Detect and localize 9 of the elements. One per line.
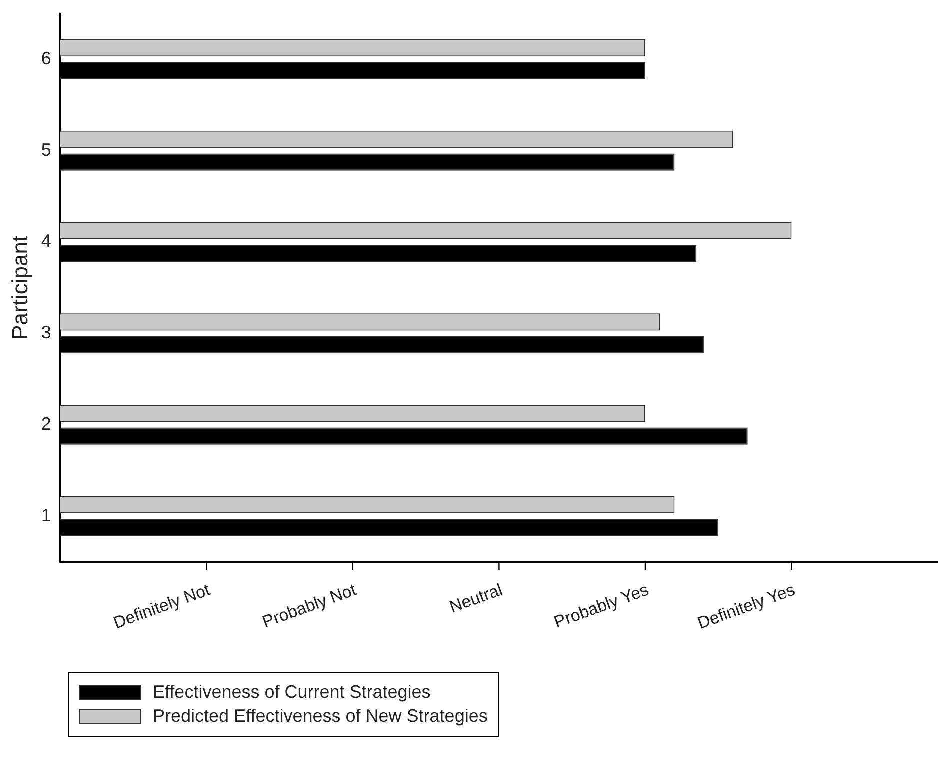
y-tick-label: 1: [41, 505, 52, 526]
y-tick-label: 2: [41, 414, 52, 434]
y-tick-label: 4: [41, 231, 52, 252]
legend-label: Predicted Effectiveness of New Strategies: [153, 706, 488, 727]
y-tick-label: 6: [41, 48, 52, 68]
legend-label: Effectiveness of Current Strategies: [153, 682, 431, 703]
y-axis-title: Participant: [7, 236, 32, 340]
y-tick-label: 3: [41, 322, 52, 343]
y-tick-label: 5: [41, 140, 52, 160]
